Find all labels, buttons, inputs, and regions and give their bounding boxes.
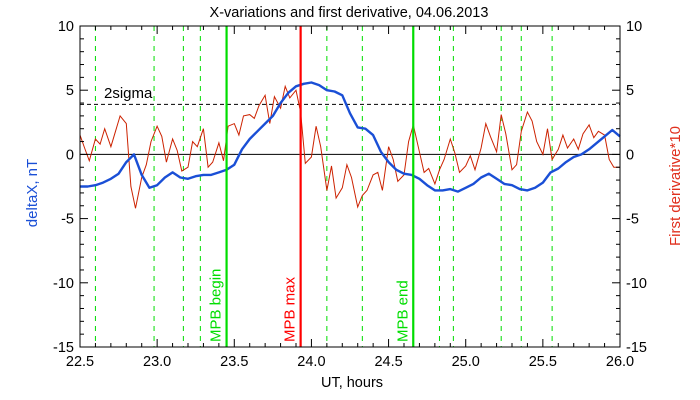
y-tick-label-right: -10 (626, 276, 647, 292)
x-tick-label: 26.0 (606, 354, 634, 370)
x-tick-label: 25.0 (452, 354, 480, 370)
y-axis-label-left: deltaX, nT (24, 159, 41, 227)
y-tick-label-right: -5 (626, 212, 639, 228)
x-tick-label: 23.0 (143, 354, 171, 370)
plot-frame (79, 25, 621, 348)
x-tick-label: 24.5 (374, 354, 402, 370)
threshold-label: 2sigma (104, 85, 153, 102)
x-tick-label: 23.5 (220, 354, 248, 370)
series-derivative-line (79, 84, 620, 209)
marker-label: MPB end (394, 280, 411, 342)
marker-label: MPB max (282, 276, 299, 342)
y-tick-label-left: -10 (53, 276, 74, 292)
y-tick-label-left: 10 (58, 19, 74, 35)
y-tick-label-left: 5 (66, 83, 74, 99)
x-axis-label: UT, hours (321, 375, 383, 391)
y-tick-label-left: -15 (53, 340, 74, 356)
series-deltax-line (80, 81, 621, 193)
x-tick-label: 22.5 (66, 354, 94, 370)
y-axis-label-right: First derivative*10 (667, 126, 684, 246)
y-tick-label-right: 5 (626, 83, 634, 99)
y-tick-label-right: 0 (626, 147, 634, 163)
x-tick-label: 25.5 (529, 354, 557, 370)
chart-title: X-variations and first derivative, 04.06… (210, 5, 489, 21)
y-tick-label-left: 0 (66, 147, 74, 163)
y-tick-label-right: -15 (626, 340, 647, 356)
y-tick-label-left: -5 (61, 212, 74, 228)
y-tick-label-right: 10 (626, 19, 642, 35)
marker-label: MPB begin (208, 269, 225, 342)
x-tick-label: 24.0 (297, 354, 325, 370)
plot-area: MPB begin MPB max MPB end 22.5 23.0 23.5 24.0 2… (53, 19, 647, 370)
